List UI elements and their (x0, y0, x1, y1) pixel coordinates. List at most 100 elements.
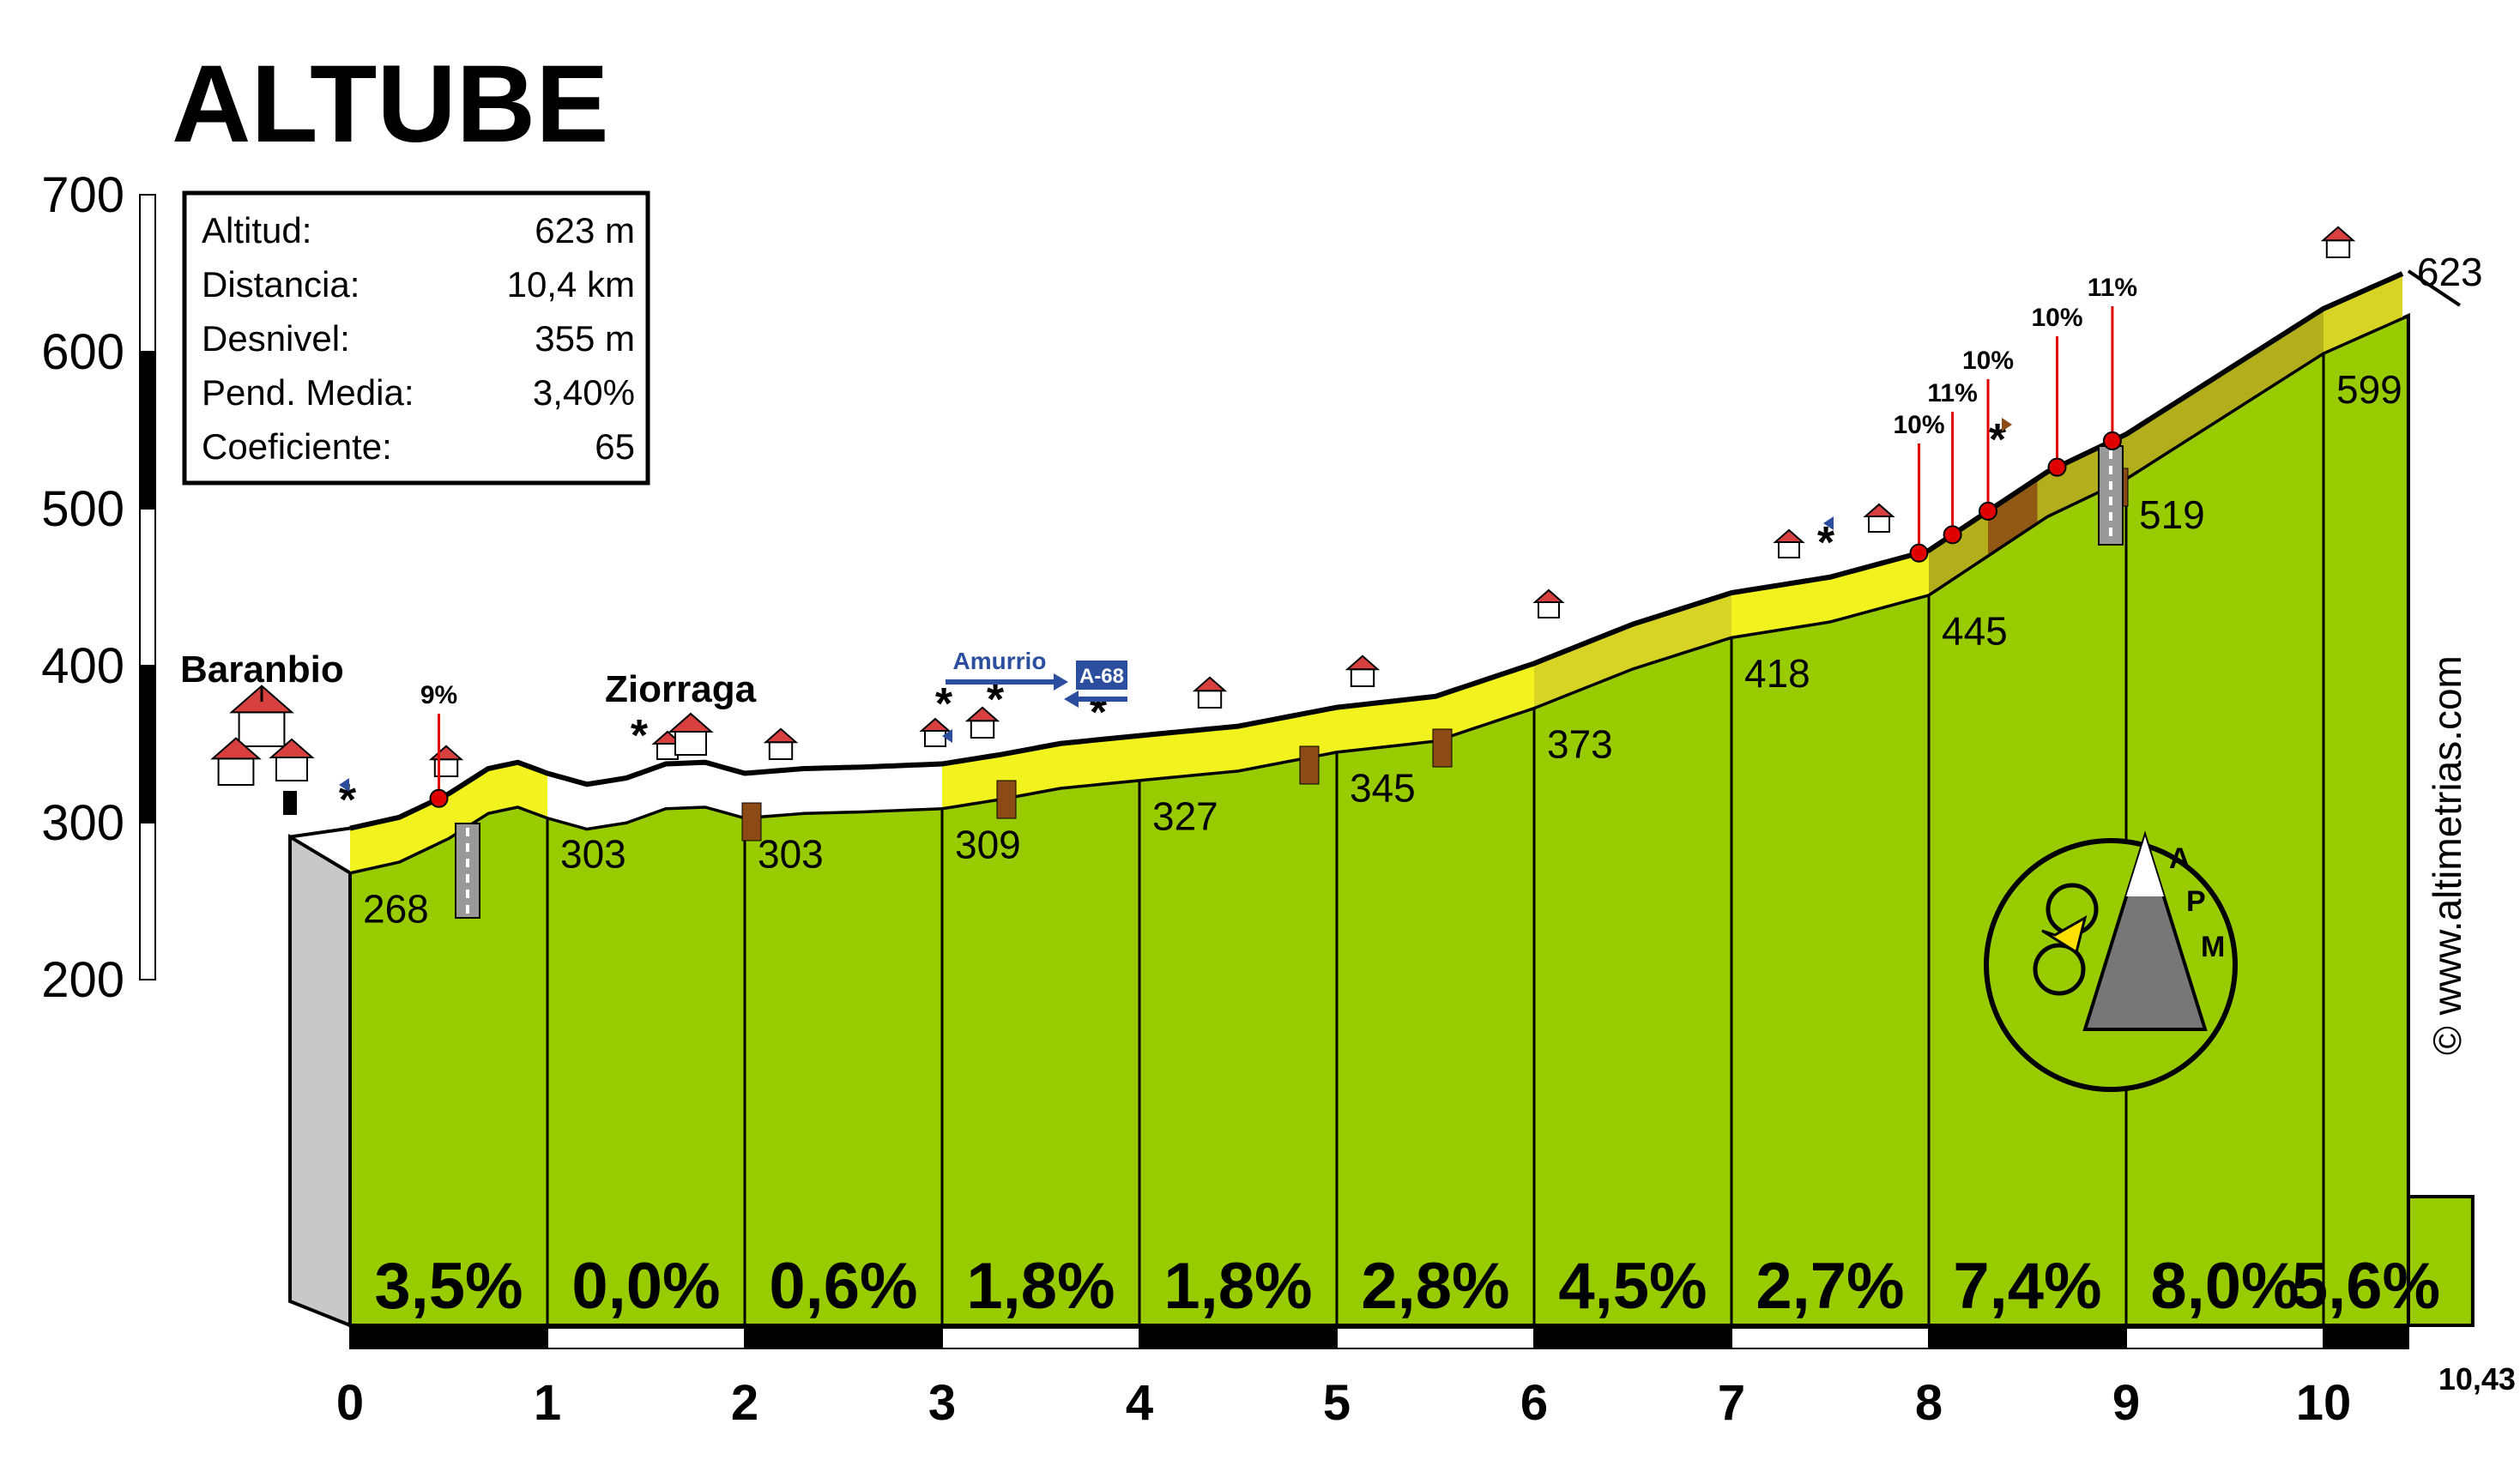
arrow-right-icon (1054, 673, 1068, 691)
x-tick-label: 4 (1126, 1375, 1153, 1431)
distance-axis: 0 1 2 3 4 5 6 7 8 9 10 10,43 (336, 1327, 2516, 1431)
altitude-scale: 200 300 400 500 600 700 (41, 167, 156, 1008)
house-icon (428, 745, 464, 778)
stat-label: Desnivel: (202, 318, 350, 359)
steep-marker (1943, 525, 1962, 545)
road-bottom-line (349, 317, 2403, 875)
viewpoint-icon: * (1817, 518, 1835, 568)
stat-label: Pend. Media: (202, 372, 414, 413)
logo-letter: P (2186, 885, 2206, 918)
logo-letter: M (2201, 931, 2225, 963)
end-step (2406, 1195, 2475, 1327)
road-sign-text: Amurrio (953, 648, 1047, 674)
house-icon (1863, 503, 1895, 533)
stat-value: 623 m (535, 210, 635, 250)
altitude-label: 418 (1744, 651, 1810, 696)
side-wall (288, 834, 352, 1328)
road-band-segment (1731, 550, 1929, 638)
gradient-label: 0,0% (571, 1250, 720, 1323)
road-band-segment (942, 735, 1139, 809)
steep-label: 11% (1927, 379, 1977, 407)
stat-value: 355 m (535, 318, 635, 359)
altitude-scale-segment (139, 351, 156, 510)
house-icon (1532, 588, 1565, 618)
stat-value: 10,4 km (507, 264, 635, 305)
y-tick-label: 700 (41, 167, 124, 223)
road-band-segment (1337, 663, 1534, 752)
altitude-label: 268 (363, 887, 429, 932)
altitude-label: 373 (1547, 721, 1613, 766)
distance-bar-segment (2323, 1327, 2409, 1349)
gradient-label: 0,6% (769, 1250, 917, 1323)
house-icon (919, 717, 952, 747)
altitude-label: 599 (2336, 367, 2402, 412)
house-icon (668, 712, 714, 756)
viewpoint-icon: * (339, 775, 357, 825)
distance-bar-segment (1928, 1327, 2127, 1349)
road-band-segment (1139, 707, 1337, 781)
distance-bar-segment (547, 1327, 746, 1349)
altitude-scale-segment (139, 508, 156, 667)
road-band-segment (1534, 593, 1731, 709)
viewpoint-icon: * (1090, 688, 1108, 738)
distance-bar-segment (1533, 1327, 1732, 1349)
chart-title: ALTUBE (172, 43, 609, 166)
tunnel-pillar-icon (455, 823, 480, 919)
steep-label: 10% (1962, 347, 2014, 375)
gradient-label: 3,5% (374, 1250, 523, 1323)
viewpoint-icon: * (987, 675, 1005, 725)
altitude-label: 303 (560, 832, 626, 877)
road-sign-text: A-68 (1079, 665, 1124, 688)
end-distance-label: 10,43 (2438, 1361, 2516, 1397)
steep-marker (429, 788, 449, 808)
house-icon (964, 706, 1000, 739)
stat-label: Altitud: (202, 210, 311, 250)
stat-value: 65 (595, 426, 635, 467)
altitude-scale-segment (139, 194, 156, 353)
x-tick-label: 3 (928, 1375, 956, 1431)
x-tick-label: 10 (2296, 1375, 2352, 1431)
road-cap (2407, 269, 2462, 307)
steep-label: 10% (1893, 411, 1944, 439)
copyright-text: © www.altimetrias.com (2425, 655, 2469, 1055)
y-tick-label: 300 (41, 795, 124, 851)
viewpoint-icon: * (935, 679, 953, 729)
x-tick-label: 6 (1520, 1375, 1548, 1431)
road-sign-a68: A-68 (1064, 661, 1127, 708)
distance-bar-segment (1139, 1327, 1338, 1349)
arrow-left-icon (942, 729, 952, 743)
steep-marker (1909, 543, 1929, 563)
steep-label: 10% (2031, 304, 2082, 332)
stat-value: 3,40% (533, 372, 635, 413)
y-tick-label: 500 (41, 481, 124, 537)
place-label: Ziorraga (605, 668, 757, 710)
distance-bar-segment (941, 1327, 1140, 1349)
road-band-segment (745, 763, 942, 818)
steep-marker (1979, 501, 1997, 521)
altitude-label: 519 (2139, 492, 2205, 537)
gradient-label: 2,7% (1756, 1250, 1904, 1323)
bridge-icon (1299, 745, 1320, 785)
distance-bar-segment (2125, 1327, 2324, 1349)
gradient-label: 1,8% (966, 1250, 1115, 1323)
road-sign-amurrio: Amurrio (946, 648, 1068, 691)
steep-patch (1988, 478, 2038, 556)
altitude-label: 303 (758, 832, 824, 877)
steep-label: 11% (2088, 274, 2137, 302)
bridge-icon (996, 780, 1017, 819)
altitude-label: 327 (1152, 794, 1218, 839)
x-tick-label: 0 (336, 1375, 364, 1431)
arrow-left-icon (1823, 516, 1834, 530)
altitude-label: 623 (2417, 250, 2483, 294)
x-tick-label: 9 (2112, 1375, 2140, 1431)
place-label: Baranbio (180, 649, 344, 691)
profile-area: 268 303 303 309 327 345 373 418 445 519 599 623 3,5%… (288, 250, 2483, 1328)
stats-box: Altitud: 623 m Distancia: 10,4 km Desnivel: 3… (182, 190, 650, 486)
fountain-icon (283, 791, 297, 815)
apm-logo: A P M (1984, 830, 2238, 1092)
house-icon (1192, 676, 1228, 709)
house-icon (2320, 226, 2356, 259)
arrow-right-icon (2002, 418, 2012, 431)
altitude-label: 445 (1942, 609, 2008, 654)
